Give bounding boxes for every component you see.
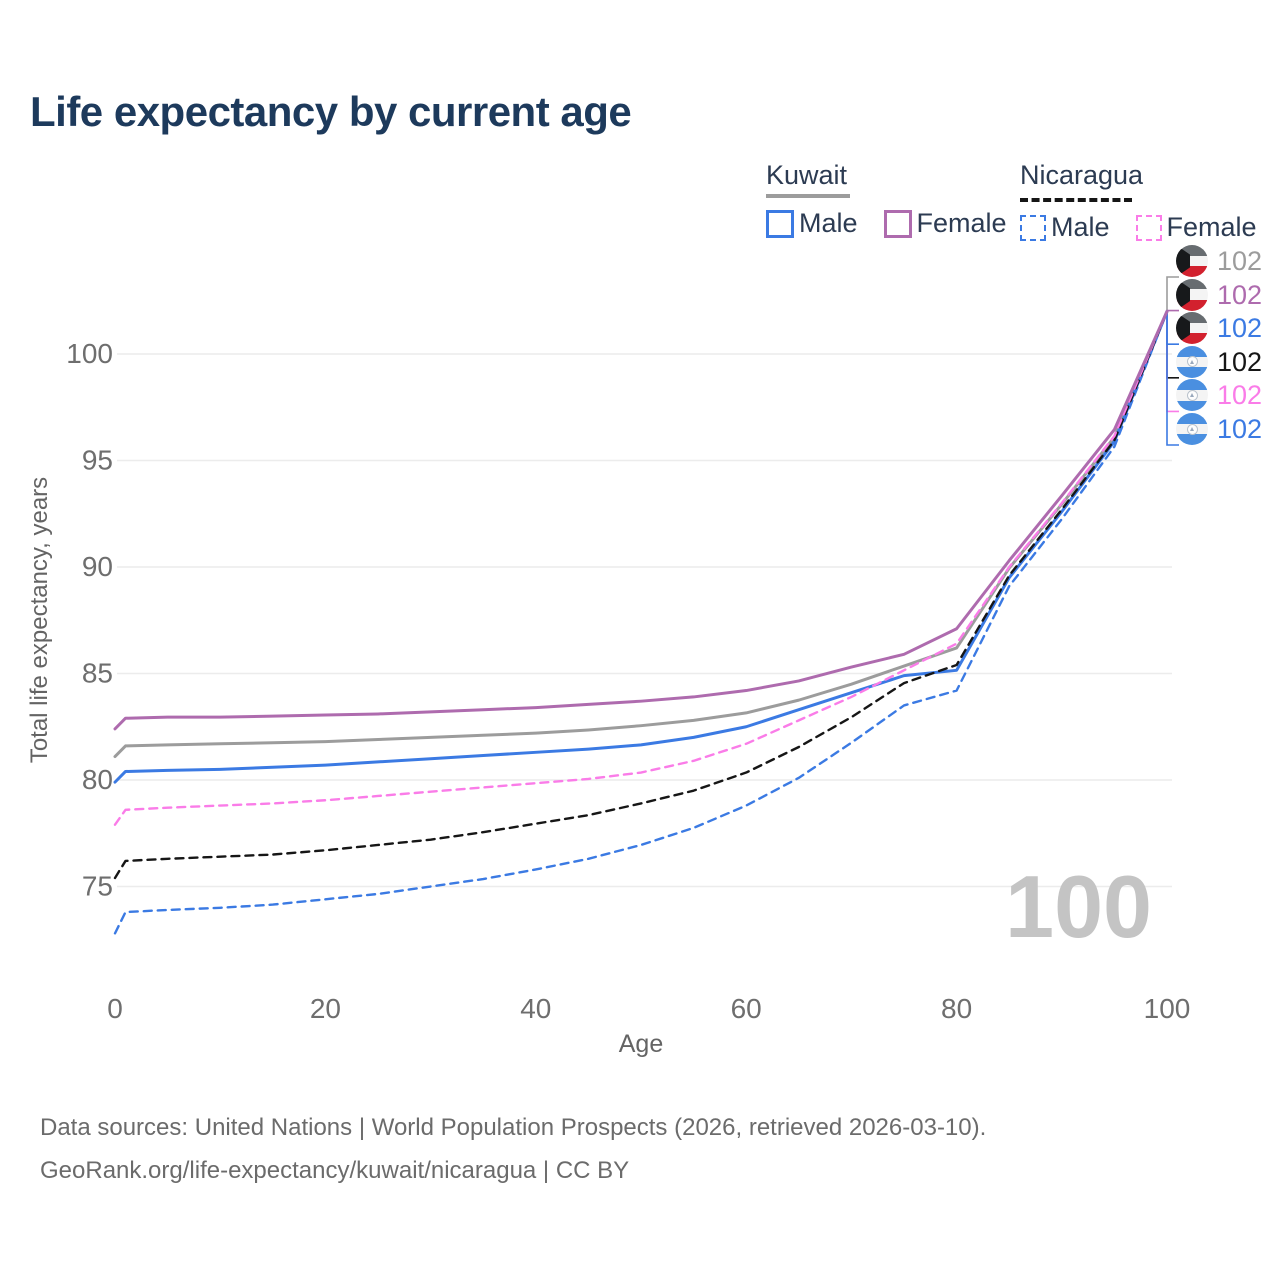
x-tick-label: 20: [310, 993, 341, 1024]
legend-label: Female: [916, 208, 1007, 238]
x-tick-label: 40: [520, 993, 551, 1024]
end-label-row: 102: [1176, 245, 1262, 277]
end-label-connector: [1166, 311, 1179, 446]
legend-item-nicaragua-male[interactable]: Male: [1020, 212, 1110, 243]
nicaragua-male-checkbox[interactable]: [1020, 214, 1046, 241]
kuwait-male-checkbox[interactable]: [766, 209, 794, 238]
end-label-row: 102: [1176, 278, 1263, 311]
legend-item-nicaragua-female[interactable]: Female: [1135, 212, 1257, 243]
series-line-nicaragua-all: [113, 310, 1169, 880]
legend-label: Male: [799, 208, 858, 238]
legend-label: Female: [1166, 212, 1257, 242]
x-tick-label: 80: [941, 993, 972, 1024]
nicaragua-flag-icon: [1176, 345, 1208, 378]
end-label-row: 102: [1176, 379, 1263, 412]
legend-item-kuwait-female[interactable]: Female: [883, 208, 1007, 239]
legend-item-kuwait-male[interactable]: Male: [766, 208, 858, 239]
kuwait-flag-icon: [1176, 312, 1208, 345]
end-label-connector: [1166, 311, 1179, 345]
end-value-label: 102: [1217, 279, 1263, 310]
legend-group-nicaragua: Nicaragua Male Female: [1020, 160, 1257, 243]
end-label-connectors: [1166, 276, 1179, 446]
legend-label: Male: [1051, 212, 1110, 242]
age-counter-watermark: 100: [1005, 857, 1152, 956]
attribution-line: GeoRank.org/life-expectancy/kuwait/nicar…: [40, 1157, 630, 1184]
y-tick-label: 80: [82, 764, 113, 795]
x-axis-title: Age: [618, 1030, 664, 1058]
end-value-label: 102: [1217, 313, 1263, 344]
end-value-label: 102: [1217, 414, 1263, 444]
page-title: Life expectancy by current age: [30, 88, 632, 135]
nicaragua-flag-icon: [1176, 379, 1208, 412]
footer: Data sources: United Nations | World Pop…: [40, 1106, 986, 1192]
kuwait-female-checkbox[interactable]: [883, 209, 912, 238]
end-label-connector: [1166, 276, 1179, 312]
end-label-row: 102: [1176, 312, 1263, 345]
series-line-nicaragua-male: [113, 310, 1169, 935]
nicaragua-line-swatch: [1020, 194, 1132, 202]
kuwait-line-swatch: [766, 194, 850, 198]
data-sources-line: Data sources: United Nations | World Pop…: [40, 1114, 987, 1141]
kuwait-flag-icon: [1176, 278, 1208, 311]
x-tick-label: 100: [1144, 993, 1191, 1024]
series-lines: [113, 309, 1169, 935]
x-tick-label: 0: [107, 993, 123, 1024]
end-value-label: 102: [1217, 380, 1263, 411]
y-tick-label: 75: [82, 871, 113, 902]
legend-group-kuwait: Kuwait Male Female: [766, 160, 1007, 239]
legend-country-nicaragua: Nicaragua: [1020, 160, 1144, 190]
kuwait-flag-icon: [1176, 245, 1208, 277]
end-label-row: 102: [1176, 413, 1262, 445]
series-line-kuwait-male: [113, 309, 1169, 784]
y-tick-label: 90: [82, 551, 113, 582]
series-line-nicaragua-female: [113, 310, 1169, 826]
y-axis-title: Total life expectancy, years: [26, 476, 53, 764]
series-line-kuwait-all: [113, 309, 1169, 759]
x-tick-label: 60: [731, 993, 762, 1024]
gridlines: [117, 353, 1172, 888]
y-tick-label: 85: [82, 658, 113, 689]
legend-country-kuwait: Kuwait: [766, 160, 848, 190]
nicaragua-female-checkbox[interactable]: [1135, 214, 1162, 241]
y-tick-label: 95: [82, 445, 113, 476]
end-value-label: 102: [1217, 246, 1263, 276]
axis-tick-labels: 75 80 85 90 95 100 0 20 40 60 80 100: [66, 338, 1190, 1024]
end-value-label: 102: [1217, 346, 1263, 377]
end-label-row: 102: [1176, 345, 1263, 378]
y-tick-label: 100: [66, 338, 113, 369]
series-line-kuwait-female: [113, 309, 1169, 731]
nicaragua-flag-icon: [1176, 413, 1208, 445]
